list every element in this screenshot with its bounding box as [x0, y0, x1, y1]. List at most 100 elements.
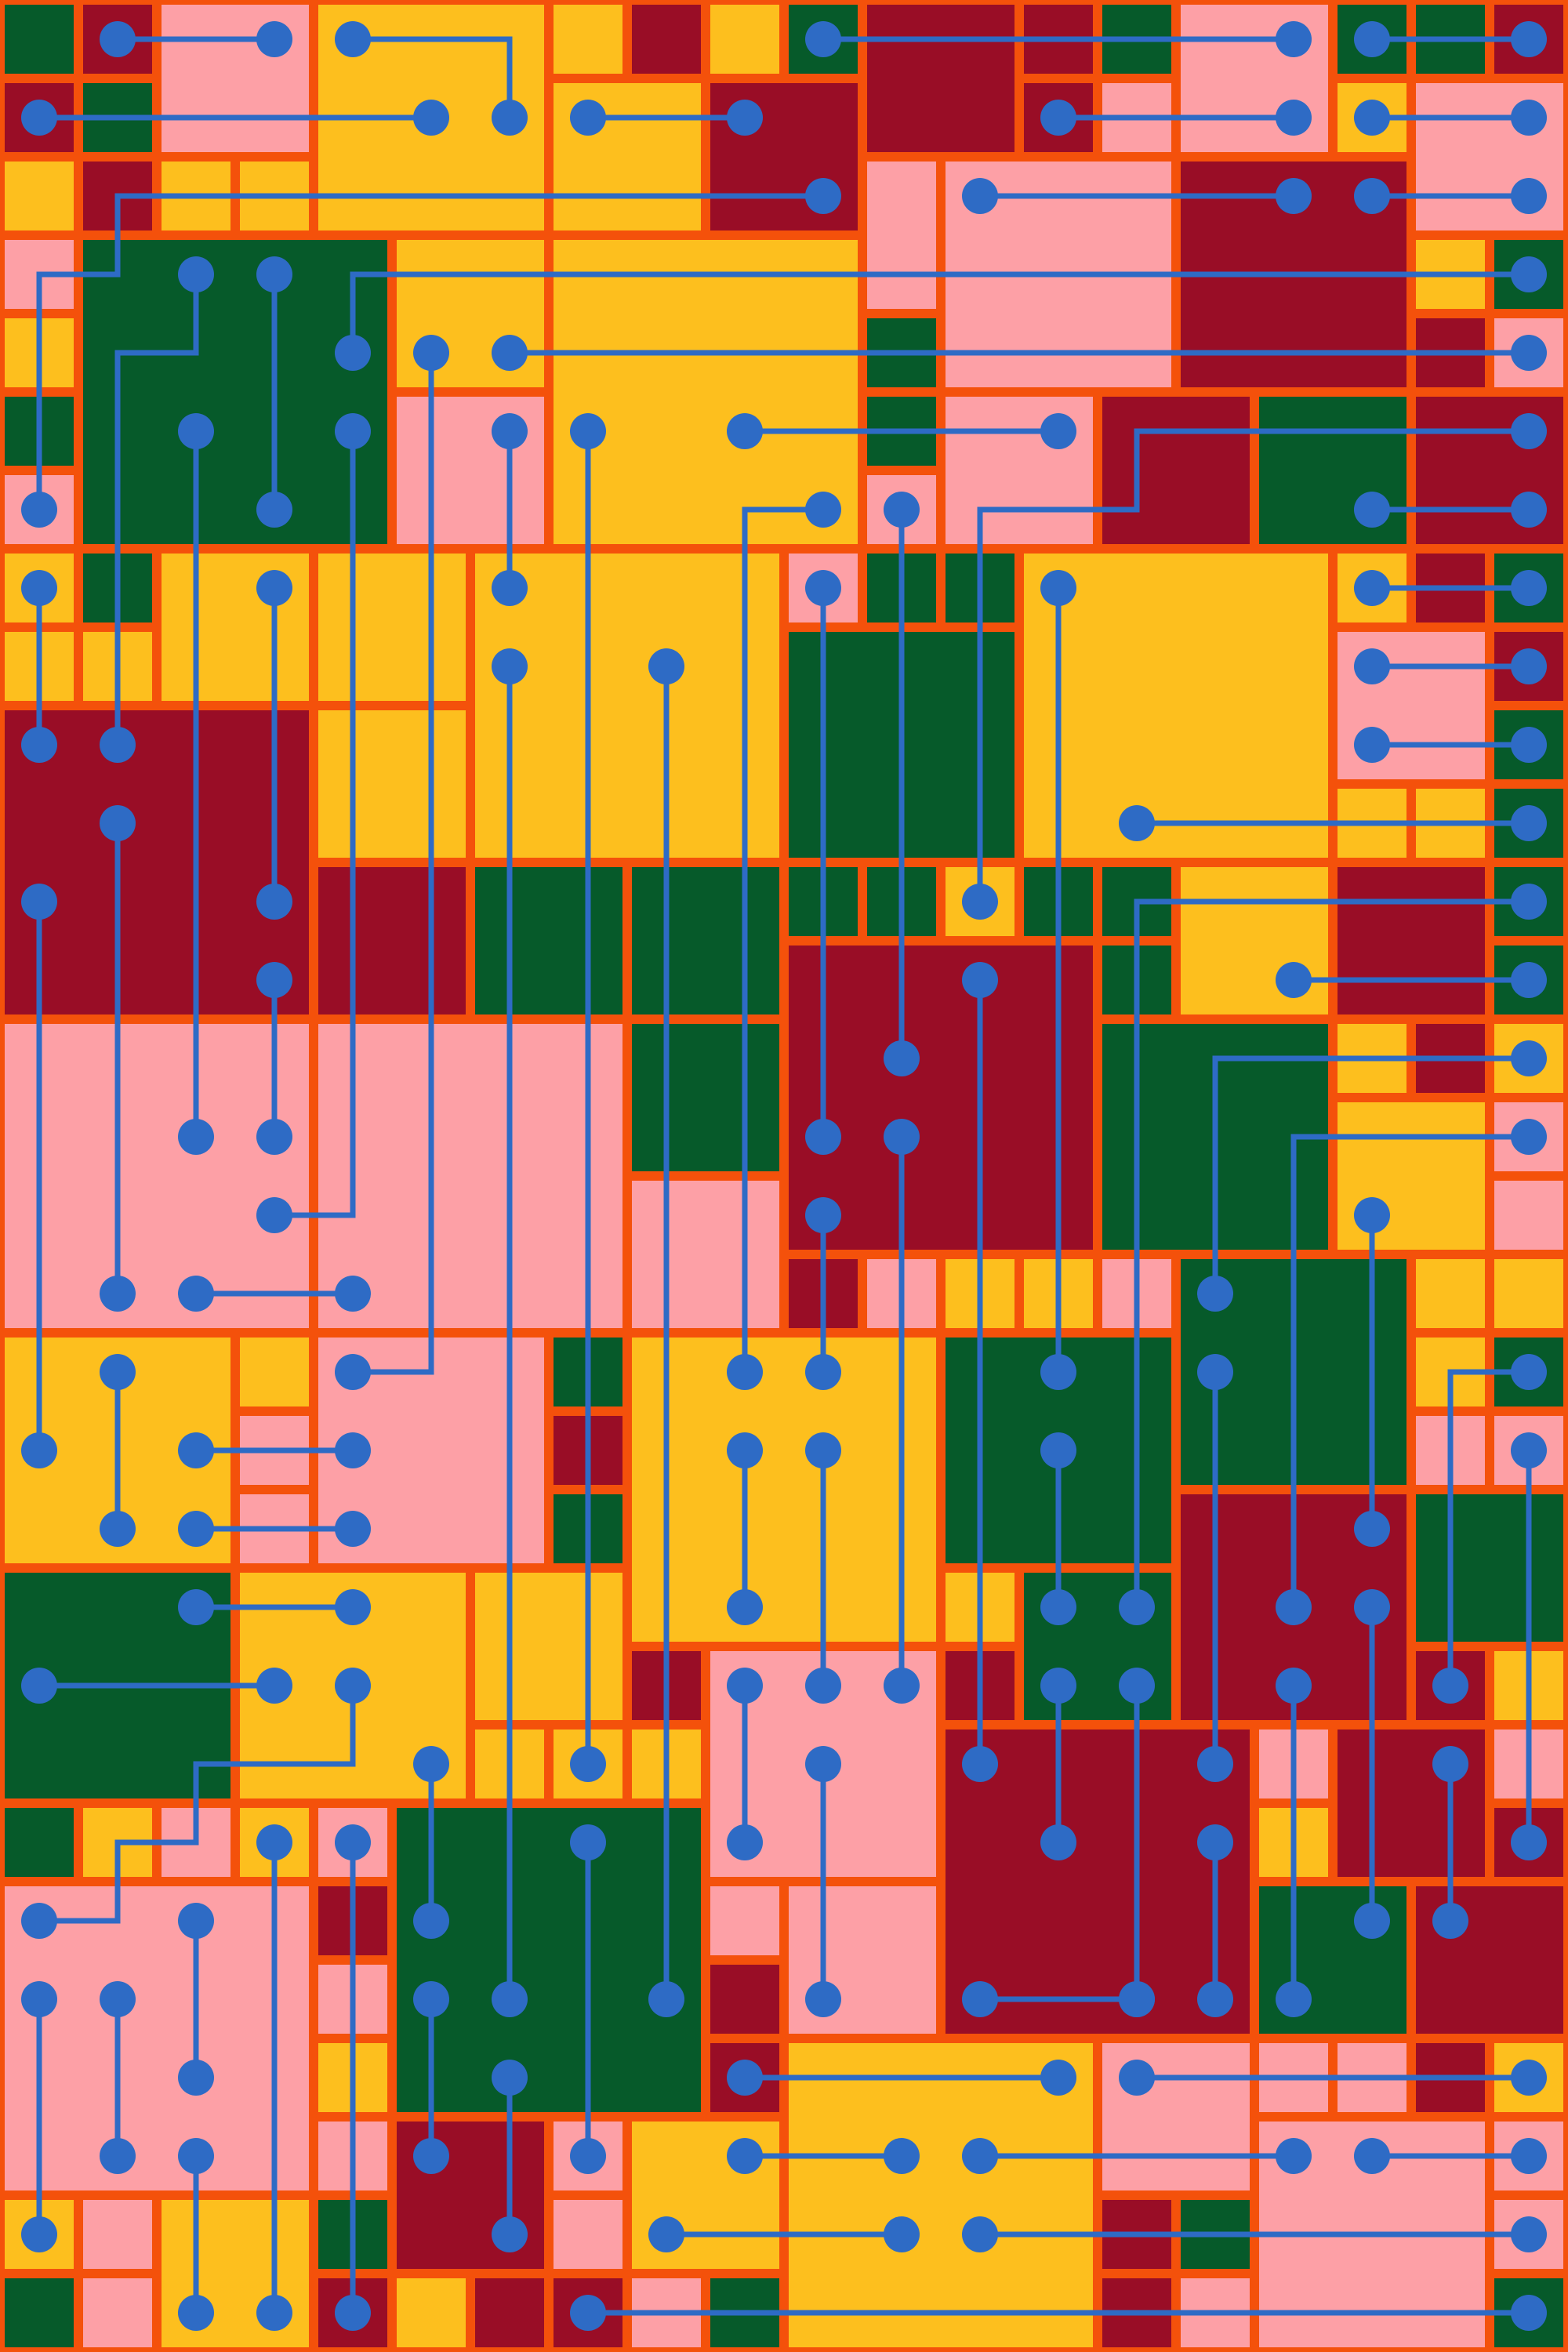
node — [1354, 1197, 1390, 1233]
node — [178, 1903, 214, 1939]
node — [727, 413, 763, 449]
node — [1354, 1903, 1390, 1939]
node — [413, 1903, 449, 1939]
node — [1276, 1589, 1312, 1625]
node — [413, 335, 449, 371]
tile — [318, 554, 466, 701]
node — [335, 21, 371, 57]
node — [1511, 413, 1547, 449]
tile — [318, 1024, 622, 1328]
tile — [867, 5, 1014, 152]
tile — [1338, 867, 1485, 1014]
node — [1276, 178, 1312, 214]
tile — [5, 2278, 74, 2347]
node — [178, 2060, 214, 2096]
node — [1511, 2060, 1547, 2096]
node — [570, 1746, 606, 1782]
node — [492, 2216, 528, 2252]
node — [1119, 2060, 1155, 2096]
node — [1276, 100, 1312, 136]
node — [492, 1981, 528, 2017]
connector — [36, 193, 823, 510]
tile — [318, 710, 466, 858]
connector — [353, 36, 513, 118]
node — [413, 1981, 449, 2017]
node — [335, 413, 371, 449]
node — [1511, 256, 1547, 292]
node — [1040, 1432, 1076, 1468]
node — [727, 2060, 763, 2096]
node — [962, 884, 998, 920]
tile — [554, 2200, 622, 2269]
node — [1354, 100, 1390, 136]
node — [1040, 1354, 1076, 1390]
node — [178, 1511, 214, 1547]
node — [1354, 21, 1390, 57]
node — [335, 1511, 371, 1547]
node — [1119, 1589, 1155, 1625]
tile — [83, 2200, 152, 2269]
node — [1432, 1903, 1468, 1939]
node — [1119, 1668, 1155, 1704]
tile — [240, 1338, 309, 1406]
node — [335, 1668, 371, 1704]
node — [727, 1589, 763, 1625]
node — [1511, 648, 1547, 684]
node — [884, 1668, 920, 1704]
tile — [397, 1808, 701, 2112]
node — [805, 1432, 841, 1468]
node — [335, 2295, 371, 2331]
node — [727, 1354, 763, 1390]
tile — [632, 1181, 779, 1328]
node — [1276, 1668, 1312, 1704]
node — [805, 178, 841, 214]
node — [1354, 1589, 1390, 1625]
node — [1276, 21, 1312, 57]
node — [570, 2138, 606, 2174]
node — [100, 805, 136, 841]
node — [1511, 1432, 1547, 1468]
tile — [83, 2278, 152, 2347]
node — [21, 727, 57, 763]
tile — [475, 867, 622, 1014]
node — [492, 335, 528, 371]
connector — [350, 271, 1529, 353]
node — [335, 335, 371, 371]
node — [1276, 1981, 1312, 2017]
node — [805, 492, 841, 528]
connector — [1447, 1369, 1529, 1686]
connector — [274, 431, 356, 1218]
node — [492, 570, 528, 606]
connector — [977, 428, 1529, 902]
node — [100, 727, 136, 763]
tile — [318, 867, 466, 1014]
node — [962, 1746, 998, 1782]
node — [962, 962, 998, 998]
node — [1040, 100, 1076, 136]
node — [100, 1276, 136, 1312]
tile — [5, 1808, 74, 1877]
node — [1354, 727, 1390, 763]
node — [21, 884, 57, 920]
node — [178, 256, 214, 292]
node — [1511, 21, 1547, 57]
node — [21, 100, 57, 136]
node — [1432, 1746, 1468, 1782]
tile — [789, 2043, 1093, 2347]
node — [21, 1981, 57, 2017]
node — [1511, 962, 1547, 998]
node — [178, 413, 214, 449]
node — [727, 100, 763, 136]
node — [1511, 570, 1547, 606]
node — [805, 21, 841, 57]
node — [1354, 570, 1390, 606]
node — [1040, 1589, 1076, 1625]
node — [1354, 178, 1390, 214]
tile — [1416, 1259, 1485, 1328]
tile — [946, 1730, 1250, 2034]
node — [1511, 884, 1547, 920]
node — [492, 2060, 528, 2096]
node — [492, 100, 528, 136]
node — [178, 2295, 214, 2331]
